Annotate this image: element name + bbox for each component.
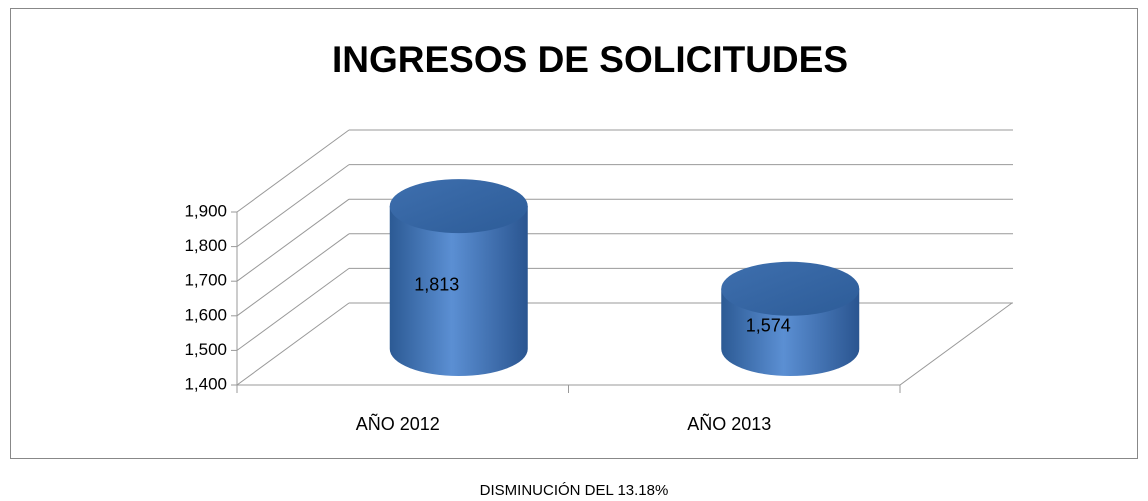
y-tick-label: 1,400 [184,374,227,393]
bar-top [721,261,860,316]
y-tick-label: 1,600 [184,305,227,324]
grid-line [236,164,350,248]
y-tick-label: 1,700 [184,271,227,290]
x-tick-label: AÑO 2012 [356,413,440,434]
value-label: 1,574 [746,316,791,336]
annotation: DISMINUCIÓN DEL 13.18% [480,482,669,499]
y-tick-label: 1,500 [184,340,227,359]
x-tick-label: AÑO 2013 [687,413,771,434]
value-label: 1,813 [414,274,459,294]
grid-line [236,233,350,317]
bar-top [389,179,528,234]
y-tick-label: 1,900 [184,201,227,220]
chart-title: INGRESOS DE SOLICITUDES [332,39,848,80]
y-tick-label: 1,800 [184,236,227,255]
grid-line [236,267,350,351]
bar [389,206,528,376]
grid-line [236,129,350,213]
grid-line [236,302,350,386]
grid-line [236,198,350,282]
